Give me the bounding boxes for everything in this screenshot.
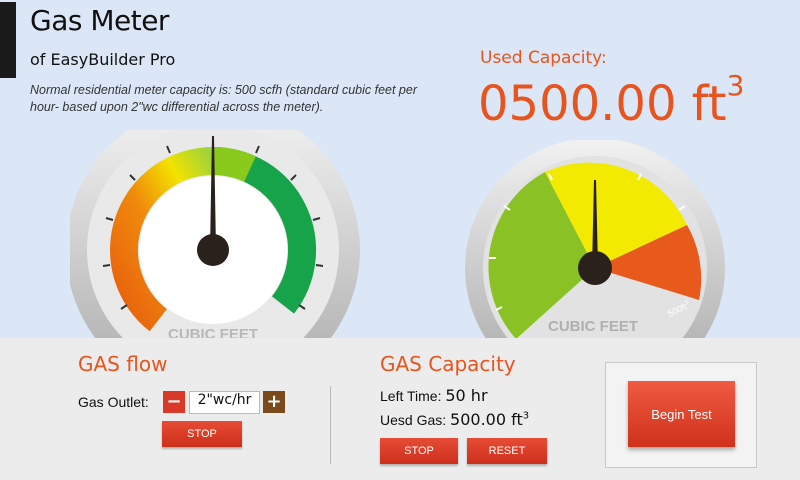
flow-stop-button[interactable]: STOP [162,421,242,447]
panel-divider [330,386,331,464]
used-capacity-label: Used Capacity: [480,48,607,68]
capacity-description: Normal residential meter capacity is: 50… [30,83,417,114]
gas-flow-title: GAS flow [78,352,168,376]
capacity-stop-button[interactable]: STOP [380,438,458,464]
decrease-outlet-button[interactable]: − [163,391,185,413]
gauge-ticks [102,145,324,310]
used-gas-label: Uesd Gas: [380,412,447,428]
used-capacity-value: 0500.00 ft3 [478,69,745,132]
flow-gauge: CUBIC FEET [70,130,360,340]
left-time-row: Left Time: 50 hr [380,386,488,405]
gauge-needle [592,180,598,268]
gauge-zone-green [488,172,595,339]
gauge-ticks [489,173,686,311]
gauge-unit-label: CUBIC FEET [168,326,258,340]
used-gas-value: 500.00 ft3 [450,410,530,429]
increase-outlet-button[interactable]: + [263,391,285,413]
page-subtitle: of EasyBuilder Pro [30,50,176,69]
gas-capacity-title: GAS Capacity [380,352,516,376]
used-gas-row: Uesd Gas: 500.00 ft3 [380,410,529,429]
capacity-gauge: 500ft3 CUBIC FEET [465,140,725,340]
page-title: Gas Meter [30,4,169,37]
begin-test-button[interactable]: Begin Test [628,381,735,447]
reset-button[interactable]: RESET [467,438,547,464]
left-time-label: Left Time: [380,388,442,404]
gauge-hub [197,234,229,266]
gauge-zone-yellow [545,162,687,268]
gauge-hub [578,251,612,285]
gas-outlet-label: Gas Outlet: [78,394,149,410]
gauge-zone-orange [595,225,702,300]
gauge-arc-warm [110,147,214,332]
gauge-unit-label: CUBIC FEET [548,318,638,335]
gauge-needle [210,136,216,250]
gas-outlet-field[interactable]: 2"wc/hr [189,391,260,414]
left-time-value: 50 hr [445,386,488,405]
title-accent-bar [0,2,16,78]
